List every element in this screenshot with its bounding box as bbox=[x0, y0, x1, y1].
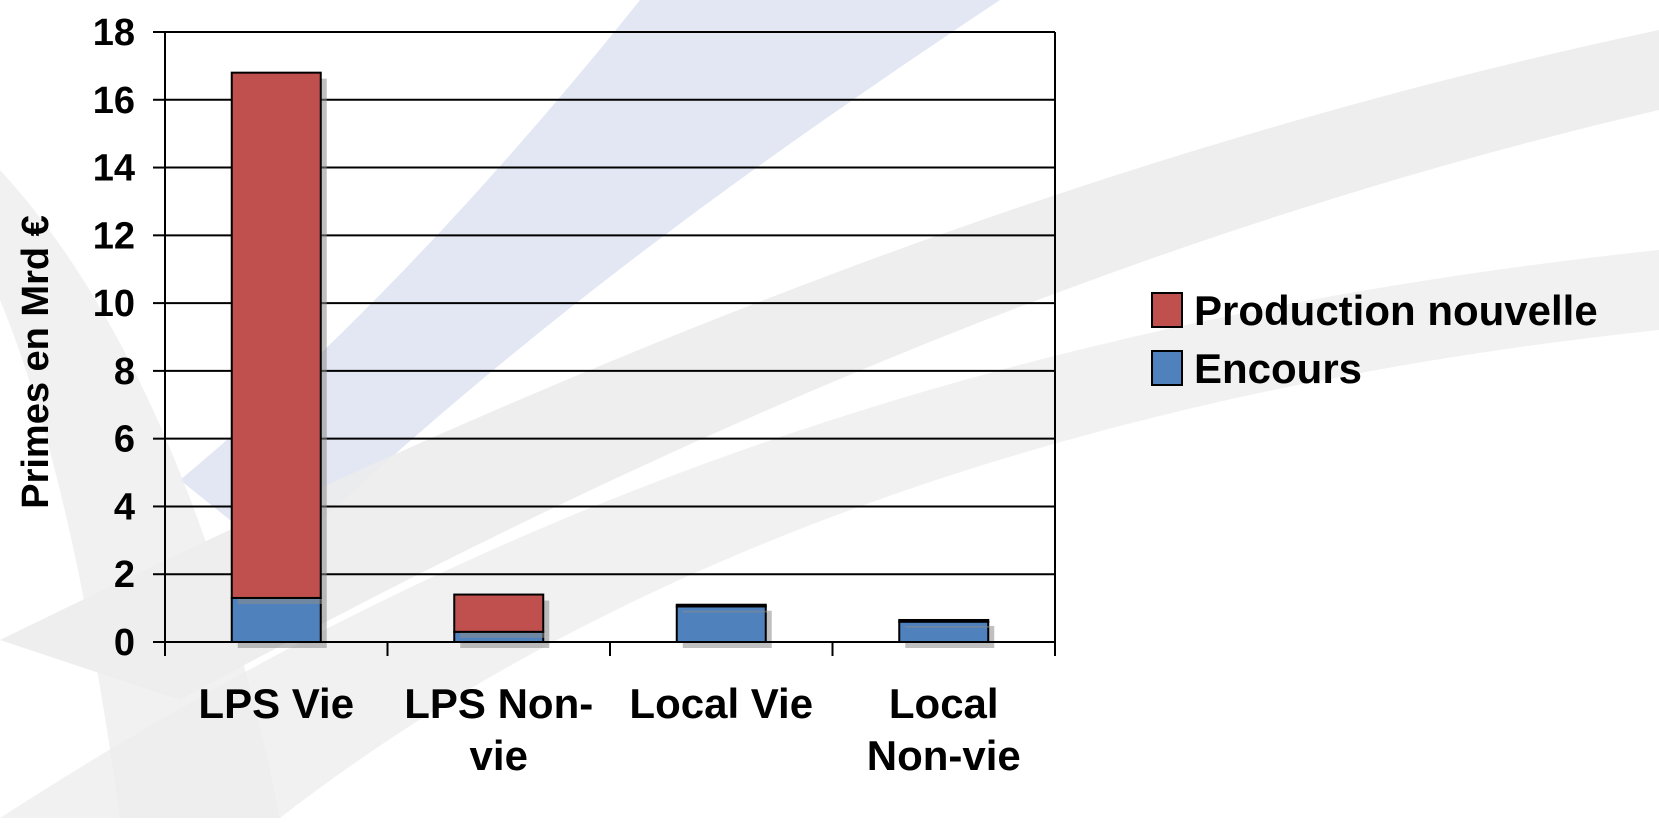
bar-encours bbox=[898, 620, 990, 644]
legend-swatch bbox=[1151, 350, 1183, 386]
y-tick-label: 16 bbox=[93, 80, 135, 122]
y-tick-label: 12 bbox=[93, 215, 135, 257]
bars bbox=[230, 71, 995, 648]
bar-production-nouvelle bbox=[675, 603, 767, 608]
bar-shadow bbox=[682, 610, 772, 613]
bar-production-nouvelle bbox=[898, 618, 990, 623]
y-tick-label: 2 bbox=[114, 554, 135, 596]
bar-production-nouvelle bbox=[230, 71, 322, 599]
y-tick-label: 10 bbox=[93, 283, 135, 325]
y-tick-label: 0 bbox=[114, 622, 135, 664]
legend-label: Encours bbox=[1194, 345, 1362, 392]
y-tick-label: 6 bbox=[114, 419, 135, 461]
x-category-label: LPS Non-vie bbox=[404, 680, 593, 779]
legend-swatch bbox=[1151, 292, 1183, 328]
swoosh-grey-lower bbox=[0, 250, 1659, 818]
x-category-label: Local Vie bbox=[629, 680, 813, 727]
legend: Production nouvelle Encours bbox=[1151, 287, 1598, 392]
x-category-label: Local Non-vie bbox=[867, 680, 1021, 779]
y-tick-label: 18 bbox=[93, 12, 135, 54]
x-category-labels: LPS Vie LPS Non-vie Local Vie Local Non-vie bbox=[198, 680, 1020, 779]
axes bbox=[153, 31, 1056, 656]
y-axis-title: Primes en Mrd € bbox=[15, 215, 57, 509]
y-tick-label: 14 bbox=[93, 148, 135, 190]
swoosh-grey-upper bbox=[0, 30, 1659, 700]
x-category-label: LPS Vie bbox=[198, 680, 354, 727]
swoosh-grey-left bbox=[0, 170, 280, 818]
bar-shadow bbox=[905, 625, 995, 628]
legend-label: Production nouvelle bbox=[1194, 287, 1598, 334]
y-tick-labels: 0 2 4 6 8 10 12 14 16 18 bbox=[93, 12, 135, 664]
bar-encours bbox=[230, 596, 322, 644]
bar-production-nouvelle bbox=[453, 593, 545, 633]
y-tick-label: 8 bbox=[114, 351, 135, 393]
swoosh-blue bbox=[180, 0, 1000, 560]
y-tick-label: 4 bbox=[114, 486, 135, 528]
